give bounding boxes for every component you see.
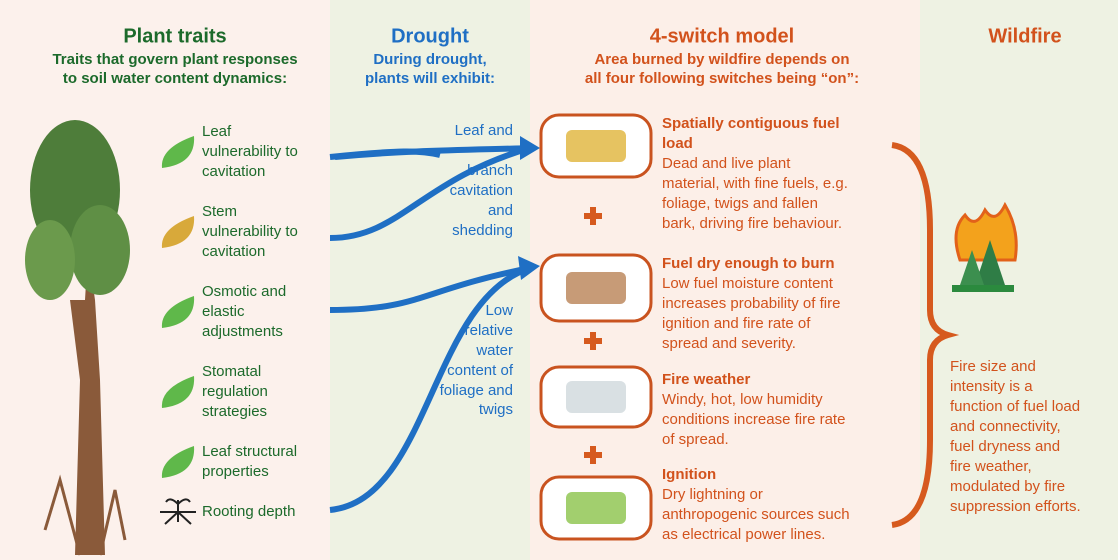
arrowhead xyxy=(518,256,540,280)
switch-icon xyxy=(566,492,626,524)
column-subtitle: During drought, xyxy=(373,51,486,68)
wildfire-text: and connectivity, xyxy=(950,418,1061,435)
response-text: content of xyxy=(447,362,514,379)
root-icon xyxy=(160,498,196,525)
switch-text: foliage, twigs and fallen xyxy=(662,195,818,212)
column-title: Drought xyxy=(391,25,469,47)
switch-title: Ignition xyxy=(662,466,716,483)
brace xyxy=(891,142,960,528)
response-text: branch xyxy=(467,162,513,179)
trait-text: strategies xyxy=(202,403,267,420)
arrow xyxy=(334,145,534,160)
switch-text: of spread. xyxy=(662,431,729,448)
switch-icon xyxy=(566,272,626,304)
switch-text: ignition and fire rate of xyxy=(662,315,811,332)
switch-text: Windy, hot, low humidity xyxy=(662,391,823,408)
leaf-icon xyxy=(161,296,195,328)
response-text: twigs xyxy=(479,401,513,418)
fire-icon xyxy=(952,201,1018,292)
response-text: and xyxy=(488,202,513,219)
wildfire-text: function of fuel load xyxy=(950,398,1080,415)
trait-text: Leaf xyxy=(202,123,232,140)
wildfire-text: modulated by fire xyxy=(950,478,1065,495)
switch-title: Spatially contiguous fuel xyxy=(662,115,840,132)
wildfire-text: intensity is a xyxy=(950,378,1033,395)
trait-text: Stem xyxy=(202,203,237,220)
response-text: Leaf and xyxy=(455,122,513,139)
arrow xyxy=(329,265,531,513)
column-subtitle: to soil water content dynamics: xyxy=(63,70,287,87)
trait-text: vulnerability to xyxy=(202,143,298,160)
trait-text: cavitation xyxy=(202,163,265,180)
arrow xyxy=(329,265,531,313)
switch-text: conditions increase fire rate xyxy=(662,411,845,428)
wildfire-text: suppression efforts. xyxy=(950,498,1081,515)
wildfire-text: Fire size and xyxy=(950,358,1036,375)
trait-text: Osmotic and xyxy=(202,283,286,300)
column-title: 4-switch model xyxy=(650,25,794,47)
response-text: cavitation xyxy=(450,182,513,199)
trait-text: elastic xyxy=(202,303,245,320)
wildfire-text: fuel dryness and xyxy=(950,438,1060,455)
column-title: Wildfire xyxy=(988,25,1061,47)
column-subtitle: Area burned by wildfire depends on xyxy=(594,51,849,68)
trait-text: properties xyxy=(202,463,269,480)
wildfire-text: fire weather, xyxy=(950,458,1032,475)
arrow xyxy=(329,145,531,241)
trait-text: Stomatal xyxy=(202,363,261,380)
switch-title: Fire weather xyxy=(662,371,751,388)
wildfire-column xyxy=(920,0,1118,560)
trait-text: vulnerability to xyxy=(202,223,298,240)
column-subtitle: plants will exhibit: xyxy=(365,70,495,87)
switch-text: Dead and live plant xyxy=(662,155,791,172)
column-subtitle: Traits that govern plant responses xyxy=(52,51,297,68)
response-text: water xyxy=(475,342,513,359)
trait-text: Rooting depth xyxy=(202,503,295,520)
switch-text: Dry lightning or xyxy=(662,486,763,503)
leaf-icon xyxy=(161,216,195,248)
leaf-icon xyxy=(161,136,195,168)
switch-title: Fuel dry enough to burn xyxy=(662,255,835,272)
switch-text: material, with fine fuels, e.g. xyxy=(662,175,848,192)
tree xyxy=(25,120,130,556)
column-subtitle: all four following switches being “on”: xyxy=(585,70,859,87)
response-text: shedding xyxy=(452,222,513,239)
trait-text: regulation xyxy=(202,383,268,400)
switch-icon xyxy=(566,130,626,162)
plus xyxy=(584,207,602,225)
switch-title: load xyxy=(662,135,693,152)
switch-text: increases probability of fire xyxy=(662,295,840,312)
trait-text: cavitation xyxy=(202,243,265,260)
leaf-icon xyxy=(161,376,195,408)
trait-text: Leaf structural xyxy=(202,443,297,460)
plus xyxy=(584,446,602,464)
response-text: relative xyxy=(465,322,513,339)
switch-text: bark, driving fire behaviour. xyxy=(662,215,842,232)
arrowhead xyxy=(520,136,540,160)
plus xyxy=(584,332,602,350)
response-text: Low xyxy=(485,302,513,319)
column-title: Plant traits xyxy=(123,25,226,47)
drought-column xyxy=(330,0,530,560)
trait-text: adjustments xyxy=(202,323,283,340)
switch-icon xyxy=(566,381,626,413)
switch-text: spread and severity. xyxy=(662,335,796,352)
switch-text: Low fuel moisture content xyxy=(662,275,834,292)
switch-text: as electrical power lines. xyxy=(662,526,825,543)
response-text: foliage and xyxy=(440,382,513,399)
leaf-icon xyxy=(161,446,195,478)
switch-text: anthropogenic sources such xyxy=(662,506,850,523)
